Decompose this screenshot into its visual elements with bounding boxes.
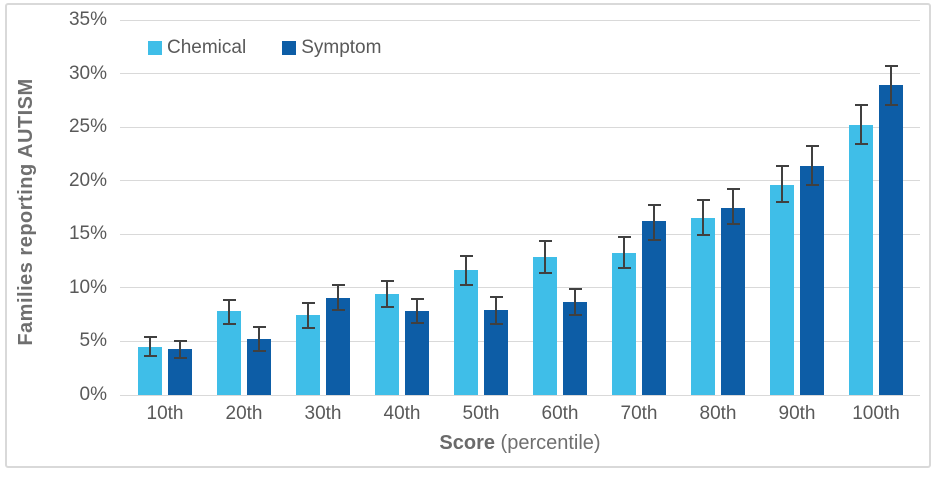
x-axis-title: Score (percentile) (120, 432, 920, 455)
y-tick-30%: 30% (68, 62, 107, 84)
bar-chemical-90th (770, 185, 794, 395)
bar-symptom-30th (326, 297, 350, 395)
bar-symptom-70th (642, 221, 666, 395)
error-bar-line (495, 298, 497, 324)
legend-swatch-chemical (148, 41, 162, 55)
error-bar-symptom-40th (410, 297, 424, 325)
x-tick-80th: 80th (699, 403, 737, 424)
x-tick-60th: 60th (541, 403, 579, 424)
error-bar-line (890, 67, 892, 104)
gridline-5% (120, 340, 920, 342)
bar-symptom-80th (721, 207, 745, 395)
y-tick-15%: 15% (68, 223, 107, 245)
error-bar-line (811, 147, 813, 185)
error-bar-line (465, 256, 467, 284)
error-bar-chemical-30th (301, 301, 315, 329)
error-bar-symptom-50th (489, 296, 503, 326)
error-bar-symptom-80th (726, 188, 740, 225)
x-tick-10th: 10th (146, 403, 184, 424)
y-tick-5%: 5% (79, 330, 107, 352)
gridline-25% (120, 126, 920, 128)
error-bar-symptom-10th (173, 340, 187, 359)
x-axis-title-rest: (percentile) (494, 432, 601, 454)
error-bar-symptom-90th (805, 145, 819, 187)
error-bar-line (179, 342, 181, 357)
gridline-10% (120, 287, 920, 289)
error-bar-symptom-70th (647, 204, 661, 241)
legend-label-symptom: Symptom (301, 37, 382, 58)
error-bar-line (781, 166, 783, 202)
legend: Chemical Symptom (148, 37, 381, 59)
gridline-15% (120, 233, 920, 235)
x-tick-20th: 20th (225, 403, 263, 424)
error-bar-line (228, 300, 230, 324)
bar-symptom-60th (563, 301, 587, 395)
error-bar-line (416, 299, 418, 323)
bar-symptom-100th (879, 85, 903, 395)
error-bar-line (860, 105, 862, 144)
x-tick-30th: 30th (304, 403, 342, 424)
legend-swatch-symptom (282, 41, 297, 55)
bar-chemical-100th (849, 125, 873, 395)
error-bar-chemical-90th (775, 164, 789, 204)
x-tick-90th: 90th (778, 403, 816, 424)
legend-label-chemical: Chemical (167, 37, 247, 58)
y-tick-0%: 0% (79, 384, 107, 405)
error-bar-line (732, 190, 734, 223)
error-bar-line (258, 328, 260, 351)
gridline-35% (120, 19, 920, 21)
x-tick-40th: 40th (383, 403, 421, 424)
gridline-0% (120, 394, 920, 396)
x-tick-100th: 100th (852, 403, 900, 424)
x-axis-title-bold: Score (439, 432, 495, 454)
gridline-20% (120, 180, 920, 182)
error-bar-symptom-100th (884, 65, 898, 106)
error-bar-symptom-20th (252, 326, 266, 353)
x-tick-70th: 70th (620, 403, 658, 424)
bar-symptom-40th (405, 311, 429, 395)
bar-symptom-90th (800, 165, 824, 395)
legend-item-symptom: Symptom (282, 37, 381, 59)
y-tick-20%: 20% (68, 169, 107, 191)
error-bar-line (623, 238, 625, 267)
error-bar-line (702, 200, 704, 235)
error-bar-line (149, 338, 151, 356)
error-bar-chemical-80th (696, 198, 710, 237)
error-bar-line (386, 282, 388, 307)
bar-chemical-60th (533, 256, 557, 395)
error-bar-chemical-10th (143, 336, 157, 358)
error-bar-chemical-70th (617, 236, 631, 269)
y-tick-35%: 35% (68, 9, 107, 30)
error-bar-chemical-60th (538, 239, 552, 274)
x-tick-50th: 50th (462, 403, 500, 424)
bar-chemical-20th (217, 311, 241, 395)
error-bar-line (337, 285, 339, 310)
bar-chemical-80th (691, 218, 715, 395)
error-bar-chemical-20th (222, 298, 236, 326)
error-bar-line (653, 206, 655, 239)
error-bar-symptom-30th (331, 283, 345, 312)
plot-area: Chemical Symptom (120, 19, 920, 396)
error-bar-line (574, 289, 576, 314)
y-tick-10%: 10% (68, 276, 107, 298)
bar-chemical-40th (375, 294, 399, 395)
error-bar-chemical-40th (380, 280, 394, 309)
error-bar-chemical-50th (459, 254, 473, 286)
gridline-30% (120, 73, 920, 75)
bar-chemical-70th (612, 252, 636, 395)
legend-item-chemical: Chemical (148, 37, 246, 59)
error-bar-chemical-100th (854, 103, 868, 146)
error-bar-line (544, 241, 546, 272)
y-tick-25%: 25% (68, 116, 107, 138)
error-bar-symptom-60th (568, 287, 582, 316)
bar-chemical-50th (454, 269, 478, 395)
error-bar-line (307, 303, 309, 327)
